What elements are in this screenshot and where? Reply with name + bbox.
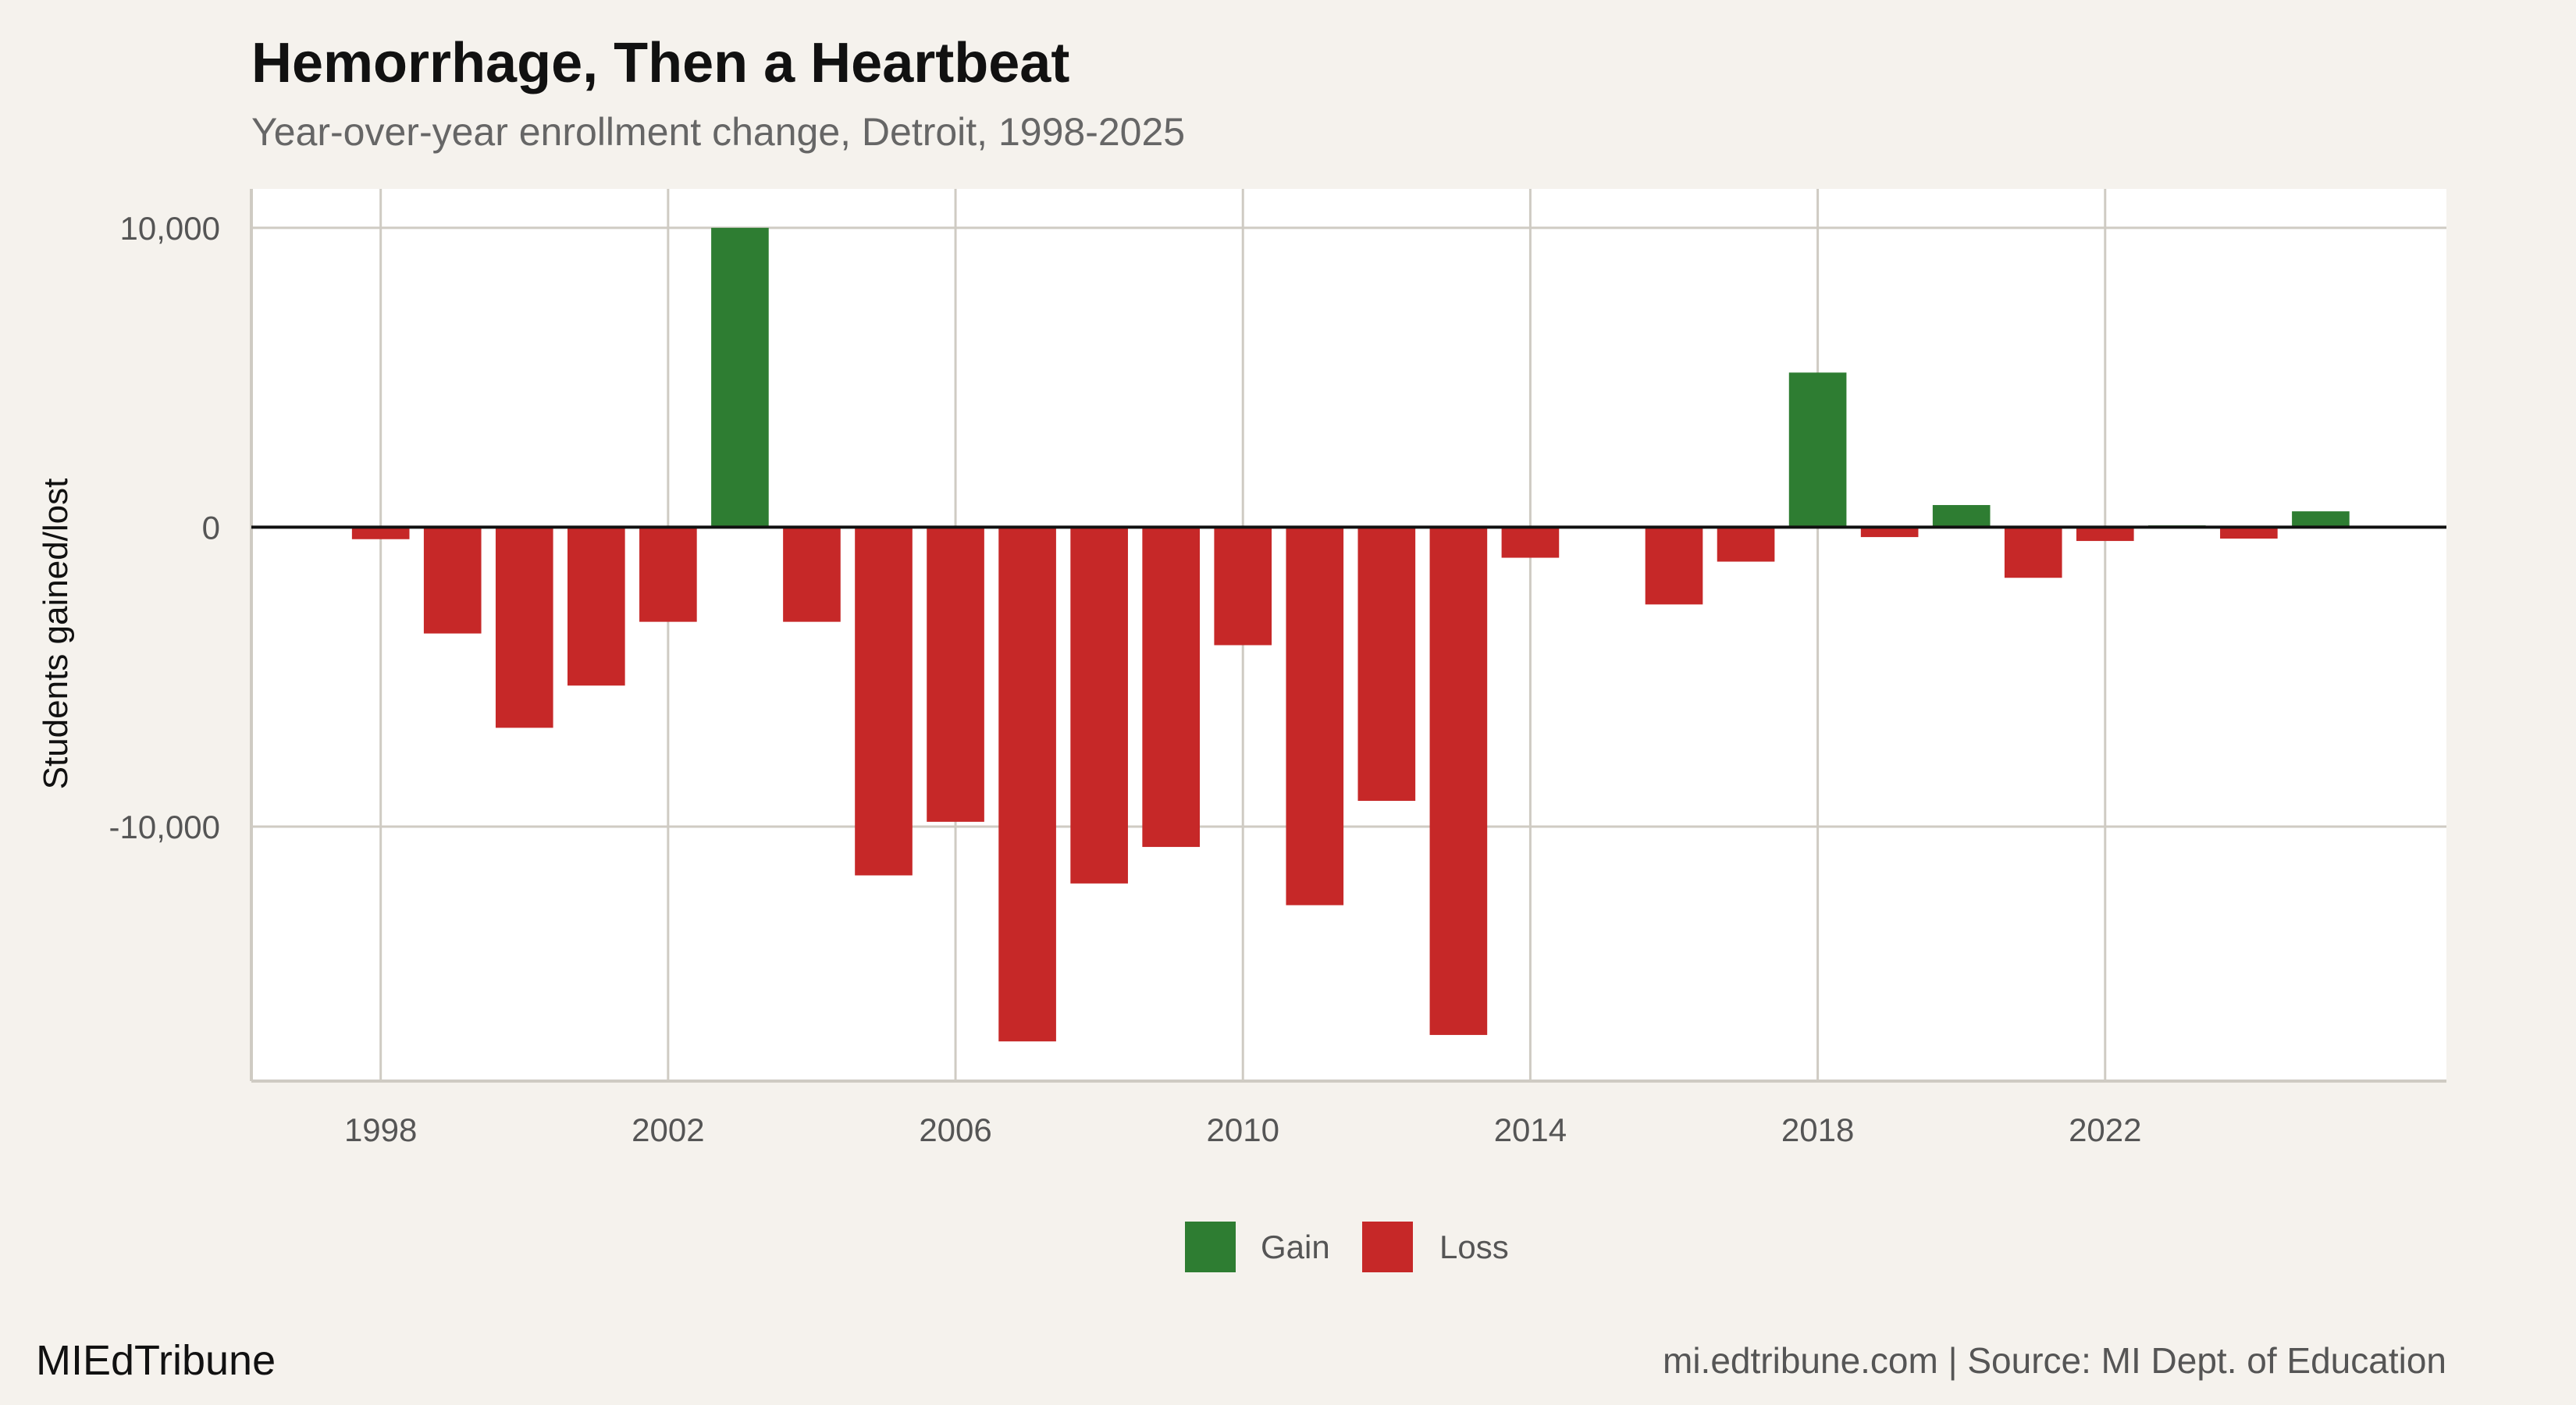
bar-2018 [1788, 372, 1847, 528]
legend-swatch-loss [1362, 1222, 1413, 1272]
bar-1999 [423, 527, 482, 634]
bar-2025 [2292, 511, 2350, 528]
bar-2021 [2004, 527, 2062, 578]
x-tick-label: 2022 [2069, 1112, 2141, 1148]
bar-2010 [1214, 527, 1272, 646]
bar-2009 [1142, 527, 1201, 848]
x-tick-label: 2002 [632, 1112, 704, 1148]
x-tick-label: 2010 [1207, 1112, 1279, 1148]
bar-2004 [783, 527, 841, 622]
source-note: mi.edtribune.com | Source: MI Dept. of E… [1663, 1340, 2446, 1381]
x-tick-label: 2006 [919, 1112, 991, 1148]
bar-2008 [1070, 527, 1128, 884]
bar-2001 [568, 527, 625, 686]
legend-label-loss: Loss [1439, 1229, 1509, 1265]
bar-2007 [998, 527, 1056, 1042]
y-tick-label: 0 [202, 509, 220, 546]
y-axis-label: Students gained/lost [37, 478, 75, 790]
bar-2014 [1501, 527, 1560, 558]
bar-2002 [639, 527, 697, 622]
chart-subtitle: Year-over-year enrollment change, Detroi… [251, 110, 1186, 154]
bar-2016 [1645, 527, 1703, 605]
bar-1998 [351, 527, 410, 539]
legend-label-gain: Gain [1261, 1229, 1330, 1265]
bar-2011 [1286, 527, 1344, 905]
bar-2020 [1932, 505, 1991, 528]
bar-2005 [855, 527, 913, 876]
bar-2000 [495, 527, 553, 728]
bar-2019 [1860, 527, 1919, 538]
chart-title: Hemorrhage, Then a Heartbeat [251, 32, 1070, 94]
bar-2013 [1429, 527, 1488, 1035]
x-tick-label: 2014 [1494, 1112, 1567, 1148]
bar-2003 [711, 227, 769, 528]
bar-2024 [2220, 527, 2278, 539]
x-tick-label: 1998 [344, 1112, 417, 1148]
bar-2017 [1717, 527, 1775, 562]
y-tick-label: 10,000 [120, 210, 220, 247]
brand-logo-text: MIEdTribune [36, 1337, 276, 1384]
x-tick-label: 2018 [1781, 1112, 1854, 1148]
bar-2006 [927, 527, 984, 822]
bar-2012 [1357, 527, 1416, 801]
y-tick-label: -10,000 [109, 809, 220, 845]
legend-swatch-gain [1185, 1222, 1236, 1272]
bar-2022 [2076, 527, 2134, 542]
